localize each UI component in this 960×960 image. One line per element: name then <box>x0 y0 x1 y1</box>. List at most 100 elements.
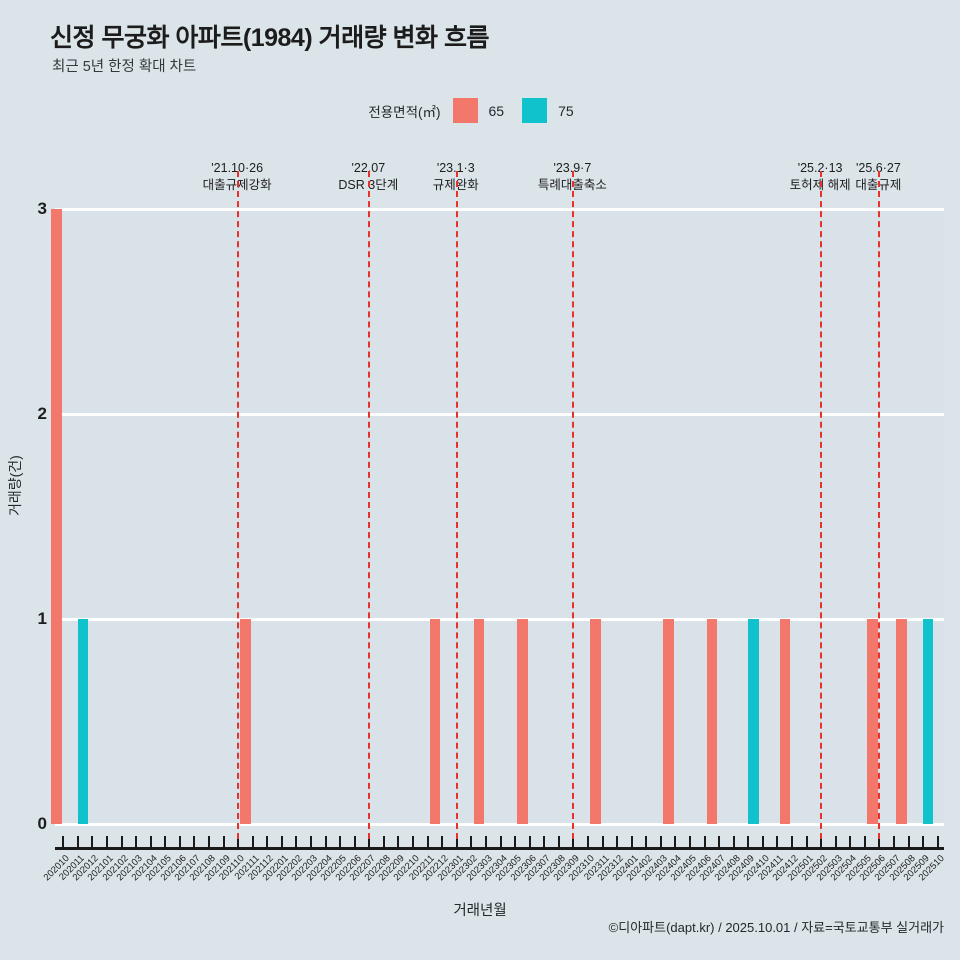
x-tick <box>674 836 677 848</box>
x-tick <box>761 836 764 848</box>
x-tick <box>266 836 269 848</box>
x-tick <box>878 836 881 848</box>
x-tick <box>237 836 240 848</box>
x-tick <box>368 836 371 848</box>
x-tick <box>455 836 458 848</box>
x-tick <box>892 836 895 848</box>
bar[interactable] <box>896 619 907 824</box>
bar[interactable] <box>663 619 674 824</box>
x-tick <box>499 836 502 848</box>
x-tick <box>543 836 546 848</box>
bar[interactable] <box>51 209 62 824</box>
x-tick <box>834 836 837 848</box>
y-tick-label: 3 <box>37 199 47 218</box>
x-tick <box>484 836 487 848</box>
x-tick <box>776 836 779 848</box>
x-tick <box>470 836 473 848</box>
x-tick <box>397 836 400 848</box>
x-tick <box>820 836 823 848</box>
bar[interactable] <box>779 619 791 824</box>
event-annotation: '25.6·27 대출규제 <box>788 160 960 194</box>
x-tick <box>135 836 138 848</box>
x-tick <box>164 836 167 848</box>
legend-swatch-75 <box>522 98 548 123</box>
event-date: '25.6·27 <box>856 161 901 175</box>
legend-swatch-65 <box>452 98 478 123</box>
x-tick <box>412 836 415 848</box>
bar[interactable] <box>429 619 441 824</box>
x-tick <box>295 836 298 848</box>
y-axis-title: 거래량(건) <box>7 455 23 516</box>
x-tick <box>426 836 429 848</box>
event-line <box>455 171 458 839</box>
x-tick <box>310 836 313 848</box>
x-tick <box>572 836 575 848</box>
y-tick-label: 0 <box>37 814 47 833</box>
x-tick <box>193 836 196 848</box>
plot-area <box>51 171 944 839</box>
x-axis-line <box>55 847 944 850</box>
page-title: 신정 무궁화 아파트(1984) 거래량 변화 흐름 <box>50 24 490 52</box>
y-tick-label: 1 <box>37 609 47 628</box>
event-line <box>878 171 881 839</box>
bar[interactable] <box>590 619 601 824</box>
event-line <box>368 171 371 839</box>
x-tick <box>324 836 327 848</box>
x-tick <box>514 836 517 848</box>
bar[interactable] <box>867 619 878 824</box>
legend-label-65: 65 <box>488 102 505 119</box>
x-tick <box>120 836 123 848</box>
x-tick <box>178 836 181 848</box>
bar[interactable] <box>922 619 934 824</box>
legend-label-75: 75 <box>558 102 574 119</box>
bar[interactable] <box>517 619 528 824</box>
x-tick <box>222 836 225 848</box>
x-tick <box>382 836 385 848</box>
gridline <box>55 617 944 621</box>
x-tick <box>528 836 531 848</box>
y-tick-label: 2 <box>37 404 47 423</box>
event-line <box>237 171 240 839</box>
legend-item-75[interactable]: 75 <box>522 98 574 123</box>
bar[interactable] <box>77 619 89 824</box>
x-tick <box>936 836 939 848</box>
chart-legend: 전용면적(㎡) 65 75 <box>0 98 960 123</box>
x-tick <box>849 836 852 848</box>
x-tick <box>280 836 283 848</box>
bar[interactable] <box>473 619 485 824</box>
x-tick <box>732 836 735 848</box>
x-tick <box>62 836 65 848</box>
bar[interactable] <box>240 619 251 824</box>
legend-item-65[interactable]: 65 <box>452 98 505 123</box>
x-tick <box>149 836 152 848</box>
x-tick <box>790 836 793 848</box>
x-tick <box>586 836 589 848</box>
x-tick <box>863 836 866 848</box>
x-tick <box>339 836 342 848</box>
x-tick <box>616 836 619 848</box>
bar[interactable] <box>706 619 718 824</box>
x-tick <box>907 836 910 848</box>
x-tick <box>688 836 691 848</box>
x-tick <box>557 836 560 848</box>
page-subtitle: 최근 5년 한정 확대 차트 <box>52 59 197 75</box>
x-tick <box>601 836 604 848</box>
x-tick <box>805 836 808 848</box>
event-line <box>820 171 823 839</box>
x-tick <box>645 836 648 848</box>
footer-credit: ©디아파트(dapt.kr) / 2025.10.01 / 자료=국토교통부 실… <box>608 920 944 935</box>
x-tick <box>718 836 721 848</box>
x-tick <box>441 836 444 848</box>
legend-title: 전용면적(㎡) <box>368 104 441 120</box>
x-tick <box>659 836 662 848</box>
x-tick <box>251 836 254 848</box>
x-axis-title: 거래년월 <box>453 903 507 919</box>
x-tick <box>703 836 706 848</box>
event-line <box>572 171 575 839</box>
x-tick <box>91 836 94 848</box>
x-tick <box>208 836 211 848</box>
gridline <box>55 822 944 826</box>
x-tick <box>630 836 633 848</box>
bar[interactable] <box>748 619 759 824</box>
